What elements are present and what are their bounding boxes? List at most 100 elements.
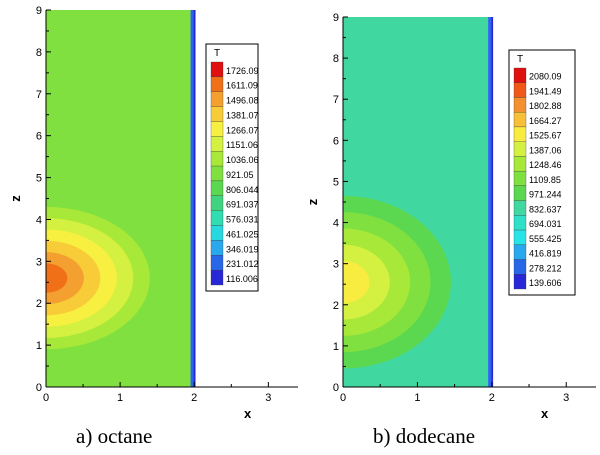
legend-value: 971.244: [529, 190, 562, 200]
legend-value: 461.025: [226, 229, 259, 239]
x-tick-label: 3: [563, 392, 569, 404]
x-tick-label: 0: [43, 392, 49, 404]
legend-value: 139.606: [529, 278, 562, 288]
legend-value: 1664.27: [529, 116, 562, 126]
x-axis-label: x: [541, 406, 549, 421]
legend-swatch: [513, 185, 527, 201]
legend-swatch: [210, 195, 224, 211]
y-tick-label: 7: [333, 94, 339, 106]
wall-strip-edge: [491, 17, 494, 387]
legend-swatch: [210, 106, 224, 122]
legend-swatch: [210, 61, 224, 78]
x-tick-label: 1: [414, 392, 420, 404]
legend-value: 832.637: [529, 204, 562, 214]
x-tick-label: 2: [191, 392, 197, 404]
legend-swatch: [210, 210, 224, 226]
legend-swatch: [210, 136, 224, 152]
legend-value: 555.425: [529, 234, 562, 244]
legend-value: 576.031: [226, 215, 259, 225]
y-tick-label: 5: [333, 176, 339, 188]
legend-value: 1802.88: [529, 101, 562, 111]
legend-swatch: [210, 255, 224, 271]
legend-value: 1381.07: [226, 110, 259, 120]
y-tick-label: 4: [36, 214, 42, 226]
legend-swatch: [513, 229, 527, 245]
wall-strip-edge: [193, 10, 196, 387]
y-tick-label: 2: [36, 298, 42, 310]
legend-value: 278.212: [529, 263, 562, 273]
legend-value: 694.031: [529, 219, 562, 229]
legend-swatch: [210, 240, 224, 256]
caption-dodecane: b) dodecane: [373, 424, 476, 448]
legend-swatch: [513, 112, 527, 128]
plot-panel-1: 0 1 2 3 4 5 6 7 8 9 0 1 2 3 x z T 2080.09 1941.49 1802.88 16…: [305, 12, 596, 421]
legend-value: 1496.08: [226, 96, 259, 106]
legend-swatch: [513, 215, 527, 231]
legend: T 1726.09 1611.09 1496.08 1381.07 1266.07 1151…: [205, 43, 259, 292]
legend-value: 1726.09: [226, 66, 259, 76]
caption-octane: a) octane: [76, 424, 153, 448]
legend-value: 1151.06: [226, 140, 258, 150]
contour-band-4: [343, 260, 370, 304]
legend-value: 1248.46: [529, 160, 562, 170]
legend-swatch: [513, 200, 527, 216]
legend-swatch: [513, 82, 527, 98]
legend-swatch: [210, 91, 224, 107]
legend-value: 921.05: [226, 170, 254, 180]
legend-swatch: [513, 67, 527, 83]
legend-value: 1266.07: [226, 125, 259, 135]
y-tick-label: 0: [36, 382, 42, 394]
legend-swatch: [210, 151, 224, 167]
legend-value: 691.037: [226, 200, 259, 210]
legend-value: 1941.49: [529, 86, 562, 96]
x-axis-label: x: [244, 406, 252, 421]
legend-value: 231.012: [226, 259, 259, 269]
legend-value: 1387.06: [529, 145, 562, 155]
y-tick-label: 9: [333, 12, 339, 24]
legend-value: 116.006: [226, 274, 258, 284]
y-tick-label: 8: [36, 47, 42, 59]
legend-title: T: [214, 48, 220, 59]
x-tick-label: 2: [489, 392, 495, 404]
legend-swatch: [210, 269, 224, 286]
legend-value: 1611.09: [226, 81, 258, 91]
y-tick-label: 1: [36, 340, 42, 352]
legend-value: 2080.09: [529, 72, 562, 82]
y-tick-label: 4: [333, 218, 339, 230]
legend-swatch: [513, 141, 527, 157]
legend: T 2080.09 1941.49 1802.88 1664.27 1525.67 1387…: [508, 49, 576, 296]
legend-value: 1525.67: [529, 131, 562, 141]
legend-swatch: [513, 126, 527, 142]
y-axis-label: z: [8, 195, 23, 202]
legend-swatch: [513, 170, 527, 187]
y-tick-label: 7: [36, 89, 42, 101]
legend-title: T: [517, 54, 523, 65]
legend-swatch: [210, 76, 224, 92]
legend-swatch: [210, 165, 224, 182]
legend-value: 346.019: [226, 244, 259, 254]
legend-swatch: [513, 274, 527, 290]
legend-swatch: [513, 156, 527, 172]
legend-swatch: [513, 97, 527, 113]
legend-swatch: [210, 121, 224, 137]
plot-panel-0: 0 1 2 3 4 5 6 7 8 9 0 1 2 3 x z T 1726.09 1611.09 1496.08 13…: [8, 5, 298, 421]
legend-value: 1109.85: [529, 175, 561, 185]
legend-value: 416.819: [529, 249, 562, 259]
x-tick-label: 1: [117, 392, 123, 404]
legend-swatch: [210, 180, 224, 196]
y-tick-label: 9: [36, 5, 42, 17]
y-tick-label: 5: [36, 173, 42, 185]
legend-swatch: [210, 225, 224, 241]
legend-value: 1036.06: [226, 155, 259, 165]
x-tick-label: 3: [265, 392, 271, 404]
wall-strip: [488, 17, 492, 387]
x-tick-label: 0: [340, 392, 346, 404]
wall-strip: [190, 10, 194, 387]
y-tick-label: 0: [333, 382, 339, 394]
y-tick-label: 8: [333, 53, 339, 65]
legend-value: 806.044: [226, 185, 259, 195]
legend-swatch: [513, 244, 527, 260]
y-tick-label: 3: [333, 259, 339, 271]
y-axis-label: z: [305, 198, 320, 205]
